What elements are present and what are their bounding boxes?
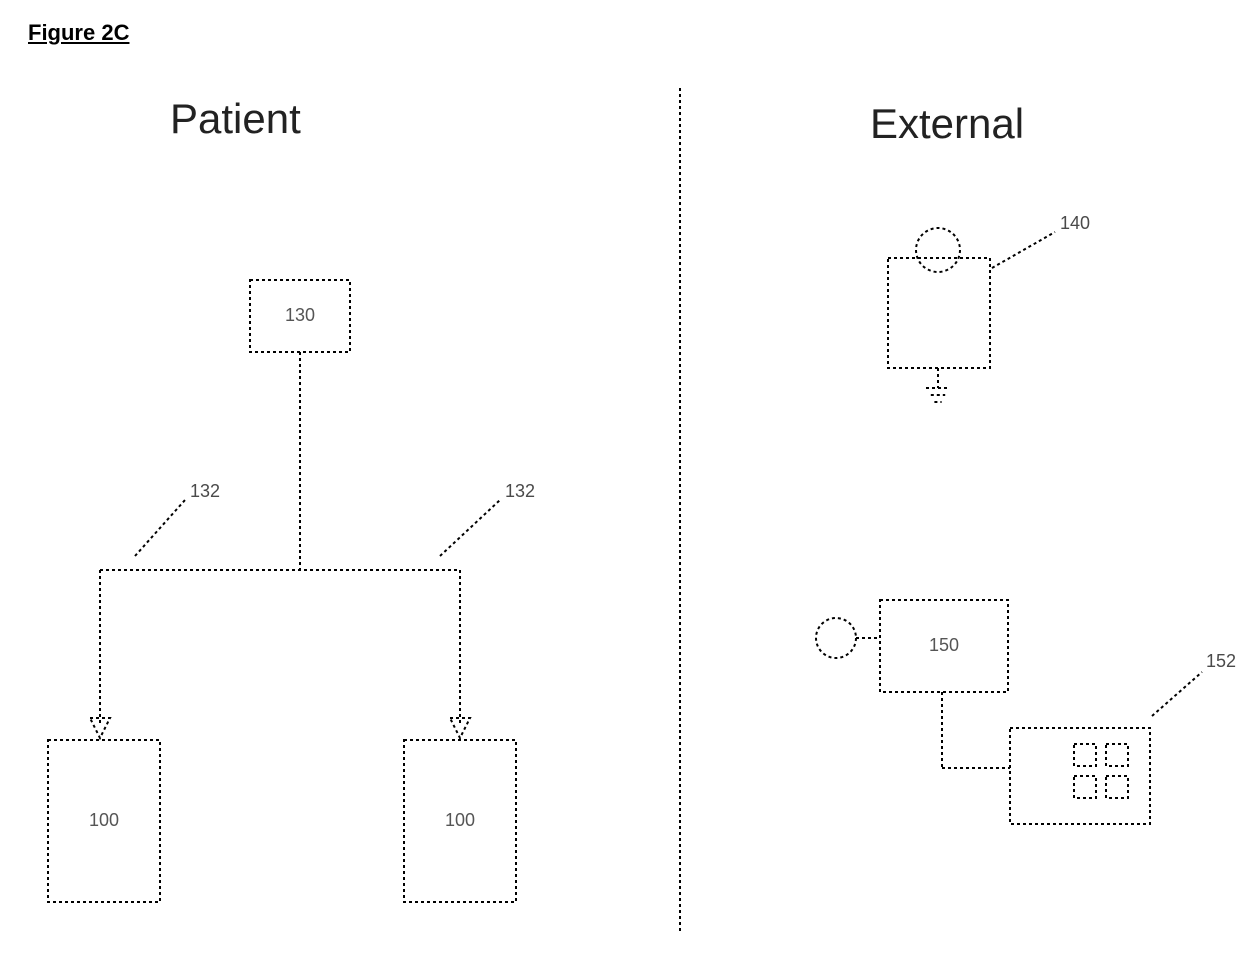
box-leaf-left-label: 100 — [89, 810, 119, 830]
lead-140 — [992, 232, 1055, 268]
keypad-key-icon — [1074, 776, 1096, 798]
circuit-140-body — [888, 258, 990, 368]
ref-140: 140 — [1060, 213, 1090, 233]
ref-132-1: 132 — [505, 481, 535, 501]
box-leaf-right-label: 100 — [445, 810, 475, 830]
keypad-key-icon — [1074, 744, 1096, 766]
circuit-140-lamp-icon — [916, 228, 960, 272]
ref-132-0: 132 — [190, 481, 220, 501]
lead-132-0 — [135, 500, 185, 556]
keypad-key-icon — [1106, 744, 1128, 766]
lead-132-1 — [440, 500, 500, 556]
box-130-label: 130 — [285, 305, 315, 325]
keypad-key-icon — [1106, 776, 1128, 798]
box-150-label: 150 — [929, 635, 959, 655]
lead-152 — [1152, 672, 1202, 716]
ref-152: 152 — [1206, 651, 1236, 671]
mouse-icon — [816, 618, 856, 658]
diagram-canvas: 130 100 100 132 132 140 150 152 — [0, 0, 1240, 969]
